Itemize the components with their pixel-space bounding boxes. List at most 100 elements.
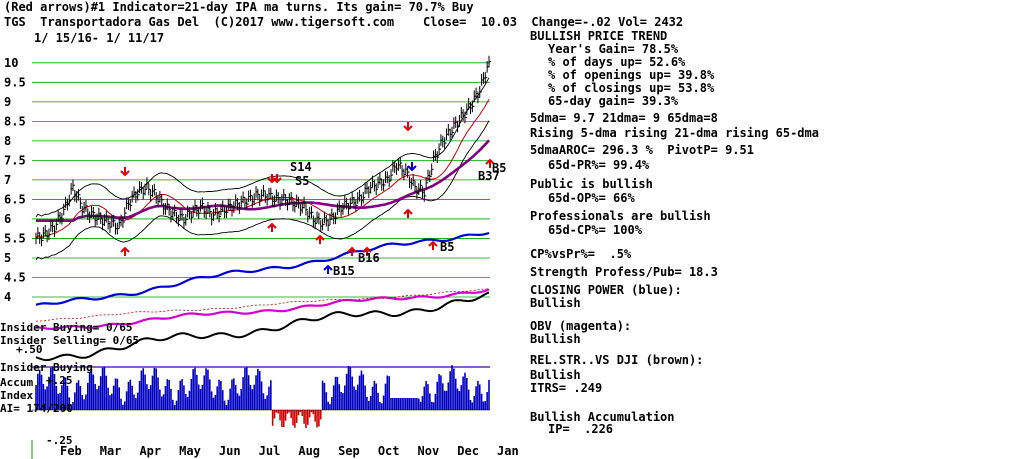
accum-bar (486, 392, 488, 410)
accum-bar (327, 401, 329, 410)
closing-power-line (35, 231, 490, 306)
cpvspr-value: CP%vsPr%= .5% (530, 247, 632, 261)
accum-bar (462, 376, 464, 410)
accum-bar (162, 394, 165, 410)
accum-bar (432, 402, 435, 410)
accum-bar (397, 398, 400, 410)
accum-bar (277, 410, 280, 414)
accumulation-bars (32, 365, 490, 428)
accum-bar (314, 410, 316, 422)
accum-bar (103, 367, 106, 410)
accum-bar (366, 396, 368, 410)
accum-bar (218, 379, 220, 410)
accum-bar (221, 390, 224, 410)
accum-bar (295, 410, 298, 423)
accum-bar (129, 379, 132, 410)
accum-bar (49, 367, 52, 410)
public-status: Public is bullish (530, 177, 653, 191)
accum-bar (460, 385, 463, 410)
accum-bar (349, 367, 352, 410)
y-tick-label: 9 (4, 95, 11, 109)
accum-bar (236, 393, 239, 410)
obv-status: Bullish (530, 332, 581, 346)
accum-bar (192, 369, 194, 410)
accum-bar (360, 370, 363, 410)
accum-bar (466, 377, 468, 410)
accum-bar (118, 387, 121, 410)
accum-bar (223, 400, 226, 410)
y-tick-label: 5 (4, 251, 11, 265)
accum-bar (264, 398, 267, 410)
accum-bar (188, 390, 191, 410)
signal-arrow-head (407, 165, 417, 172)
accum-bar (441, 383, 444, 410)
signal-arrow-head (315, 234, 325, 241)
accum-bar (220, 381, 222, 410)
accum-bar (125, 391, 128, 410)
signal-label: S5 (295, 174, 309, 188)
accum-bar (454, 378, 457, 410)
accum-bar (86, 382, 89, 410)
trend-title: BULLISH PRICE TREND (530, 29, 668, 43)
x-tick-label: May (179, 444, 201, 458)
x-tick-label: Jun (219, 444, 241, 458)
accum-bar (393, 398, 396, 410)
accum-bar (453, 368, 455, 410)
accum-bar (336, 376, 339, 410)
accum-bar (321, 380, 324, 410)
accum-bar (244, 367, 246, 410)
accum-bar (85, 394, 87, 410)
accum-bar (136, 392, 139, 410)
accum-bar (384, 383, 387, 410)
accum-bar (449, 371, 451, 410)
accum-bar (35, 385, 37, 410)
accum-bar (294, 410, 296, 428)
band-lines (35, 77, 490, 261)
accum-bar (212, 397, 215, 410)
accum-bar (325, 392, 328, 410)
accum-bar (135, 398, 137, 410)
price-bars (35, 55, 491, 247)
accum-bar (255, 375, 257, 410)
accum-bar (94, 383, 96, 410)
accum-bar (77, 380, 80, 410)
accum-bar (66, 385, 69, 410)
relstr-status: Bullish (530, 368, 581, 382)
accum-bar (369, 396, 372, 410)
accum-bar (355, 389, 357, 410)
accum-bar (155, 368, 157, 410)
accum-bar (408, 398, 411, 410)
accum-bar (203, 375, 206, 410)
accum-bar (290, 410, 292, 419)
accum-bar (380, 403, 383, 410)
accum-bar (343, 385, 346, 410)
accum-bar (72, 401, 74, 410)
accum-bar (83, 399, 85, 410)
accum-bar (307, 410, 309, 425)
signal-label: B5 (440, 240, 454, 254)
cp-value: 65d-CP%= 100% (548, 223, 642, 237)
accum-bar (412, 398, 414, 410)
y-tick-label: 6.5 (4, 192, 26, 206)
accum-bar (475, 386, 477, 410)
accum-bar (183, 385, 185, 410)
accum-bar (323, 382, 326, 410)
accum-bar (338, 384, 341, 410)
itrs-value: ITRS= .249 (530, 381, 603, 395)
y-tick-label: 7 (4, 173, 11, 187)
aroc-pivot: 5dmaAROC= 296.3 % PivotP= 9.51 (530, 143, 754, 157)
accum-bar (351, 376, 353, 410)
signal-arrow-head (323, 264, 333, 271)
accum-bar (488, 379, 490, 410)
x-tick-label: Nov (418, 444, 440, 458)
insider-selling-label: Insider Selling= 0/65 (0, 334, 140, 347)
accum-bar (399, 398, 402, 410)
accum-bar (447, 382, 450, 410)
accum-bar (425, 381, 427, 410)
strength-value: Strength Profess/Pub= 18.3 (530, 265, 718, 279)
accum-bar (112, 385, 115, 410)
accum-bar (258, 371, 261, 410)
accum-bar (318, 410, 320, 427)
accum-bar (37, 373, 39, 410)
accum-bar (477, 381, 479, 410)
